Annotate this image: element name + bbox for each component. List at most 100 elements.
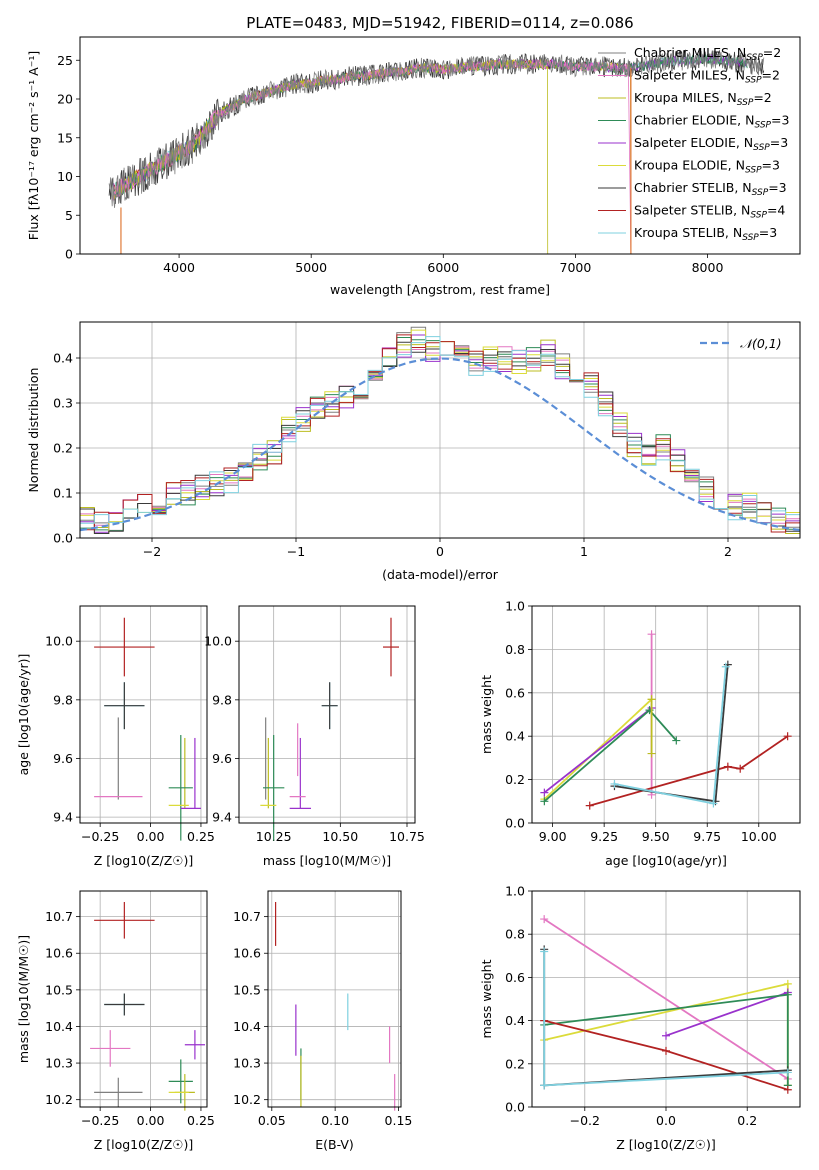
spectrum-line	[112, 58, 632, 254]
weight-marker	[662, 1031, 670, 1040]
y-tick-label: 9.4	[53, 810, 73, 825]
x-tick-label: 2	[724, 544, 732, 559]
weight-marker	[647, 749, 656, 758]
legend-entry: Kroupa STELIB, NSSP=3	[634, 225, 777, 243]
x-tick-label: 9.75	[693, 829, 721, 844]
figure-title: PLATE=0483, MJD=51942, FIBERID=0114, z=0…	[246, 14, 633, 32]
weight-marker	[540, 1081, 549, 1090]
spectrum-line	[108, 49, 765, 208]
y-tick-label: 10.6	[233, 946, 261, 961]
weight-marker	[662, 1046, 670, 1055]
spectrum-legend: Chabrier MILES, NSSP=2 Salpeter MILES, NS…	[598, 45, 789, 243]
x-tick-label: 8000	[692, 260, 724, 275]
spectrum-line	[112, 58, 632, 254]
x-tick-label: 0.00	[137, 1113, 165, 1128]
y-tick-label: 0.4	[505, 729, 525, 744]
weight-marker	[647, 695, 656, 704]
legend-entry: Salpeter MILES, NSSP=2	[634, 68, 780, 86]
y-axis-label: Flux [fλ10⁻¹⁷ erg cm⁻² s⁻¹ A⁻¹]	[26, 51, 41, 240]
weight-marker	[540, 915, 549, 924]
weight-line	[665, 991, 789, 1037]
y-tick-label: 0.4	[53, 351, 73, 366]
x-axis-label: Z [log10(Z/Z☉)]	[94, 1137, 194, 1152]
x-tick-label: 10.00	[741, 829, 777, 844]
y-axis-label: Normed distribution	[26, 368, 41, 493]
x-axis-label: E(B-V)	[315, 1137, 354, 1152]
x-tick-label: 10.75	[389, 829, 425, 844]
y-tick-label: 9.6	[212, 751, 232, 766]
x-axis-label: age [log10(age/yr)]	[605, 853, 727, 868]
x-tick-label: 7000	[560, 260, 592, 275]
x-tick-label: 0.05	[258, 1113, 286, 1128]
y-tick-label: 15	[57, 130, 73, 145]
y-axis-label: mass weight	[479, 675, 494, 754]
y-tick-label: 10.5	[233, 982, 261, 997]
x-axis-label: wavelength [Angstrom, rest frame]	[330, 282, 550, 297]
weight-marker	[672, 736, 681, 745]
x-tick-label: 5000	[295, 260, 327, 275]
x-tick-label: 0.2	[737, 1113, 757, 1128]
y-tick-label: 1.0	[505, 884, 525, 899]
y-tick-label: 0.0	[53, 531, 73, 546]
y-tick-label: 0.8	[505, 927, 525, 942]
x-tick-label: −0.25	[81, 1113, 119, 1128]
y-tick-label: 0.0	[505, 816, 525, 831]
y-tick-label: 20	[57, 92, 73, 107]
axes-frame	[79, 321, 801, 539]
y-tick-label: 10	[57, 169, 73, 184]
x-tick-label: 9.50	[642, 829, 670, 844]
weight-marker	[783, 990, 792, 999]
weight-marker	[783, 1085, 792, 1094]
y-tick-label: 0.3	[53, 396, 73, 411]
axes-frame	[267, 890, 402, 1108]
x-tick-label: −0.2	[570, 1113, 600, 1128]
histogram-step	[80, 334, 800, 533]
y-tick-label: 10.3	[233, 1056, 261, 1071]
residuals-panel: −2 −1 0 1 2 0.0 0.1 0.2 0.3 0.4 (data-model)/error…	[26, 321, 801, 582]
histograms	[80, 326, 800, 534]
weight-marker	[783, 1068, 792, 1077]
legend-entry: Chabrier MILES, NSSP=2	[634, 45, 781, 63]
axes-frame	[238, 605, 416, 824]
y-tick-label: 5	[65, 208, 73, 223]
x-tick-label: −0.25	[81, 829, 119, 844]
age-vs-Z-panel: −0.25 0.00 0.25 9.4 9.6 9.8 10.0 Z [log10(Z/Z☉)…	[16, 605, 215, 868]
x-axis-label: Z [log10(Z/Z☉)]	[94, 853, 194, 868]
weight-line	[589, 735, 789, 807]
x-tick-label: 9.25	[590, 829, 618, 844]
y-tick-label: 0.4	[505, 1013, 525, 1028]
spectrum-lines	[108, 49, 765, 254]
histogram-step	[80, 336, 800, 524]
axes-frame	[79, 890, 208, 1108]
y-tick-label: 10.4	[45, 1019, 73, 1034]
y-tick-label: 10.5	[45, 982, 73, 997]
y-tick-label: 0.2	[53, 441, 73, 456]
y-tick-label: 0.2	[505, 772, 525, 787]
massweight-vs-Z-panel: −0.2 0.0 0.2 0.0 0.2 0.4 0.6 0.8 1.0 Z [log10(Z/Z…	[479, 884, 801, 1152]
legend-entry: Salpeter STELIB, NSSP=4	[634, 203, 785, 221]
legend-entry: Salpeter ELODIE, NSSP=3	[634, 135, 788, 153]
x-tick-label: 9.00	[539, 829, 567, 844]
weight-marker	[540, 947, 549, 956]
axes-frame	[531, 605, 801, 824]
weight-line	[614, 664, 729, 803]
x-tick-label: 4000	[163, 260, 195, 275]
x-tick-label: −1	[287, 544, 305, 559]
y-tick-label: 0.8	[505, 642, 525, 657]
y-tick-label: 0.1	[53, 486, 73, 501]
weight-marker	[540, 797, 549, 806]
x-axis-label: Z [log10(Z/Z☉)]	[616, 1137, 716, 1152]
y-tick-label: 10.2	[233, 1092, 261, 1107]
y-tick-label: 25	[57, 53, 73, 68]
weight-marker	[540, 788, 549, 797]
x-tick-label: 10.50	[322, 829, 358, 844]
y-tick-label: 0.2	[505, 1056, 525, 1071]
weight-marker	[610, 779, 619, 788]
x-tick-label: 0.0	[656, 1113, 676, 1128]
weight-line	[543, 707, 653, 794]
y-axis-label: mass weight	[479, 959, 494, 1038]
y-tick-label: 10.6	[45, 946, 73, 961]
x-tick-label: 1	[580, 544, 588, 559]
